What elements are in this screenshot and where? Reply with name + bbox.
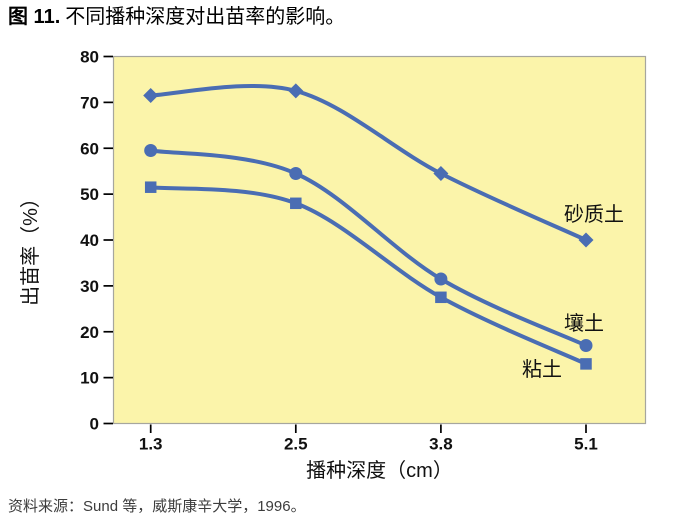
y-tick-label: 40 — [80, 231, 99, 250]
y-tick-label: 80 — [80, 48, 99, 67]
plot-area — [112, 55, 647, 425]
data-point-circle — [434, 272, 448, 286]
y-tick-label: 60 — [80, 139, 99, 158]
data-point-circle — [289, 167, 303, 180]
source-note: 资料来源：Sund 等，威斯康辛大学，1996。 — [8, 498, 306, 515]
series-line-circle — [148, 148, 588, 348]
data-point-diamond — [143, 88, 159, 103]
figure-number: 图 11. — [8, 6, 61, 28]
y-axis-title: 出苗率（%） — [19, 188, 42, 306]
y-tick-label: 20 — [80, 323, 99, 342]
emergence-rate-chart: 0 10 20 30 40 50 60 70 80 1.3 2.5 3.8 5.1 播种深度（cm） 出苗率… — [19, 48, 647, 482]
series-label-circle: 壤土 — [564, 312, 604, 335]
x-tick-label: 5.1 — [574, 435, 598, 454]
data-point-square — [290, 197, 302, 210]
y-tick-label: 70 — [80, 93, 99, 112]
data-point-diamond — [433, 166, 449, 181]
data-point-diamond — [288, 83, 304, 99]
y-tick-label: 30 — [80, 277, 99, 296]
x-axis-title: 播种深度（cm） — [306, 459, 453, 482]
figure-title: 图 11. 不同播种深度对出苗率的影响。 — [8, 4, 345, 30]
data-point-circle — [144, 144, 158, 157]
series-line-square — [148, 185, 588, 366]
data-point-circle — [579, 339, 593, 352]
x-tick-label: 3.8 — [429, 435, 453, 454]
data-point-square — [580, 358, 592, 370]
y-tick-label: 0 — [90, 415, 99, 434]
data-point-square — [144, 181, 157, 193]
y-tick-label: 50 — [80, 185, 99, 204]
x-tick-label: 2.5 — [284, 435, 308, 454]
data-point-diamond — [578, 232, 594, 248]
x-tick-label: 1.3 — [139, 435, 163, 454]
y-tick-label: 10 — [80, 369, 99, 388]
series-label-square: 粘土 — [522, 358, 562, 381]
figure-title-text: 不同播种深度对出苗率的影响。 — [65, 6, 346, 28]
series-label-diamond: 砂质土 — [564, 203, 624, 226]
series-line-diamond — [148, 84, 588, 242]
data-point-square — [435, 291, 447, 304]
